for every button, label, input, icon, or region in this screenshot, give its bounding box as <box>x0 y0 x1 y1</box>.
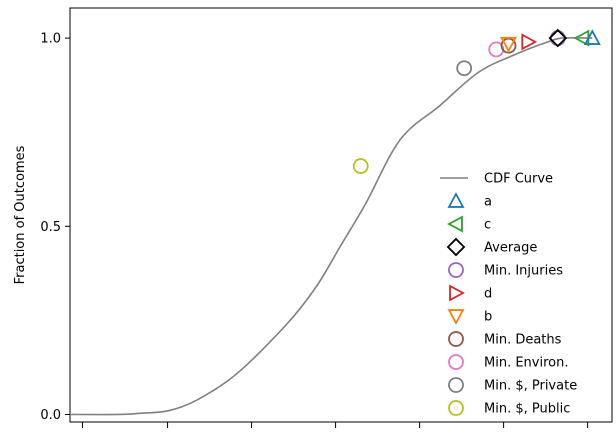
legend-swatch-marker <box>448 400 464 416</box>
x-axis <box>81 422 589 428</box>
y-tick-label: 1.0 <box>40 32 61 47</box>
cdf-curve-line <box>69 37 593 416</box>
legend-item-min-injuries: Min. Injuries <box>448 262 563 279</box>
legend-label: b <box>484 310 492 325</box>
legend-swatch-marker <box>446 237 466 257</box>
legend-swatch-marker <box>448 262 464 278</box>
marker-d <box>521 33 538 51</box>
legend-item-d: d <box>449 284 492 302</box>
series-layer <box>69 37 593 416</box>
legend-label: d <box>484 287 492 302</box>
plot-area-frame <box>69 7 613 423</box>
legend-label: Min. $, Private <box>484 379 577 394</box>
legend-item-b: b <box>447 309 492 325</box>
marker-min-private <box>456 60 473 77</box>
marker-layer <box>352 28 601 174</box>
legend-item-min-private: Min. $, Private <box>448 377 577 394</box>
y-tick-label: 0.5 <box>40 220 61 235</box>
legend-swatch-marker <box>448 331 464 347</box>
legend-label: Min. Injuries <box>484 264 563 279</box>
legend-item-min-public: Min. $, Public <box>448 400 570 417</box>
legend-swatch-marker <box>447 215 463 233</box>
legend-label: a <box>484 195 492 210</box>
legend-swatch-marker <box>448 354 464 370</box>
legend-label: Min. Environ. <box>484 356 568 371</box>
legend-item-min-deaths: Min. Deaths <box>448 331 562 348</box>
legend-item-min-environ: Min. Environ. <box>448 354 568 371</box>
marker-b <box>500 36 518 53</box>
y-axis: 0.0 0.5 1.0 <box>40 32 70 423</box>
legend-label: CDF Curve <box>484 172 553 187</box>
marker-average <box>548 28 568 48</box>
legend: CDF Curve ac Average Min. Injuries db Min. De… <box>440 172 577 417</box>
legend-label: c <box>484 218 491 233</box>
legend-item-average: Average <box>446 237 537 257</box>
legend-item-a: a <box>447 192 492 210</box>
legend-label: Min. $, Public <box>484 402 570 417</box>
legend-label: Min. Deaths <box>484 333 562 348</box>
legend-swatch-marker <box>447 309 465 325</box>
marker-a <box>583 29 601 45</box>
legend-item-c: c <box>447 215 491 233</box>
legend-item-cdf-curve: CDF Curve <box>440 172 553 187</box>
y-tick-label: 0.0 <box>40 408 61 423</box>
marker-min-public <box>352 158 369 174</box>
legend-swatch-marker <box>449 284 465 302</box>
y-axis-label: Fraction of Outcomes <box>13 145 28 284</box>
legend-swatch-marker <box>448 377 464 393</box>
legend-swatch-marker <box>447 192 465 208</box>
legend-label: Average <box>484 241 537 256</box>
